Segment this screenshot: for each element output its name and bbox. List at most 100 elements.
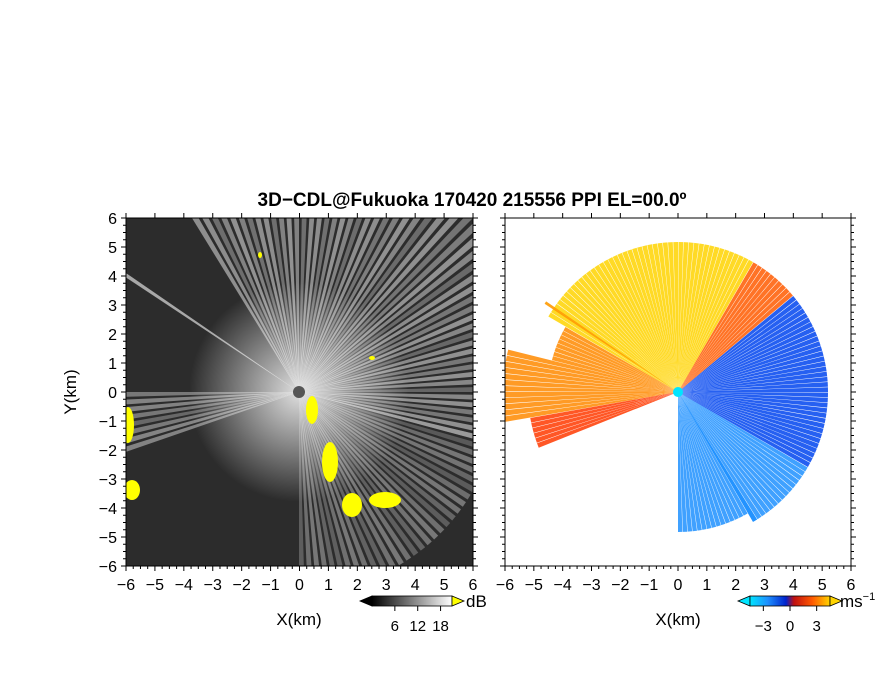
velocity-beam: [678, 392, 702, 531]
velocity-x-tick-label: −2: [611, 577, 629, 594]
velocity-beam: [678, 392, 698, 532]
reflectivity-x-axis-label: X(km): [276, 610, 321, 629]
velocity-x-tick-label: 5: [818, 577, 827, 594]
velocity-beam: [678, 295, 797, 392]
reflectivity-flag-blob: [369, 356, 375, 360]
reflectivity-x-tick-label: 0: [295, 577, 304, 594]
reflectivity-beam: [299, 392, 473, 439]
velocity-beam: [581, 273, 678, 392]
reflectivity-y-tick-label: 5: [108, 240, 117, 257]
reflectivity-flag-blob: [258, 252, 262, 258]
velocity-beam: [678, 270, 771, 392]
velocity-beam: [678, 382, 828, 392]
reflectivity-flag-blob: [322, 442, 338, 482]
velocity-axes: −6 −5 −4 −3 −2 −1 0 1 2 3 4 5 6: [496, 213, 856, 594]
velocity-x-tick-label: 3: [760, 577, 769, 594]
velocity-beam: [608, 257, 678, 392]
velocity-beam: [561, 330, 678, 392]
velocity-beam: [678, 262, 758, 392]
reflectivity-x-tick-label: 4: [411, 577, 420, 594]
velocity-beam: [637, 246, 678, 392]
reflectivity-y-tick-label: 1: [108, 356, 117, 373]
velocity-colorbar-tick-label: 3: [812, 618, 820, 635]
radar-center-marker-velocity: [673, 387, 683, 397]
velocity-beam: [678, 392, 778, 507]
velocity-beam: [678, 392, 775, 511]
reflectivity-y-tick-label: −3: [99, 472, 117, 489]
velocity-beam: [678, 255, 744, 392]
velocity-beam: [678, 392, 828, 398]
velocity-beam: [678, 392, 815, 458]
velocity-beam: [678, 245, 715, 392]
velocity-beam: [678, 392, 721, 527]
velocity-beam: [657, 242, 678, 392]
velocity-beam: [574, 280, 678, 392]
reflectivity-flag-blob: [306, 396, 318, 424]
velocity-beam: [578, 277, 678, 392]
velocity-beam: [554, 347, 678, 392]
reflectivity-y-tick-label: 4: [108, 269, 117, 286]
velocity-beam: [603, 259, 678, 392]
velocity-beam: [678, 331, 818, 392]
velocity-beam: [678, 392, 828, 408]
velocity-x-tick-label: −1: [640, 577, 658, 594]
velocity-beam: [678, 392, 790, 497]
velocity-beam: [617, 252, 678, 392]
db-colorbar-ticks: 6 12 18: [391, 606, 449, 635]
velocity-colorbar-unit-exponent: −1: [863, 591, 876, 603]
chart-title: 3D−CDL@Fukuoka 170420 215556 PPI EL=00.0…: [258, 190, 687, 211]
velocity-beam: [678, 392, 803, 481]
velocity-beam: [548, 312, 678, 392]
velocity-beam: [678, 267, 767, 392]
velocity-beam: [678, 312, 808, 392]
velocity-x-tick-label: 0: [674, 577, 683, 594]
velocity-x-tick-label: −3: [582, 577, 600, 594]
velocity-beam: [678, 284, 786, 392]
velocity-beam: [555, 343, 678, 392]
velocity-beam: [678, 392, 683, 532]
velocity-beam: [678, 242, 699, 392]
velocity-beam: [678, 351, 824, 392]
velocity-beam: [678, 247, 725, 392]
velocity-x-tick-label: 6: [847, 577, 856, 594]
velocity-beam: [678, 371, 828, 392]
velocity-beam: [553, 303, 678, 392]
velocity-beam: [556, 299, 678, 392]
velocity-x-tick-label: 1: [702, 577, 711, 594]
velocity-beam: [678, 346, 823, 392]
velocity-beam: [678, 392, 821, 444]
velocity-colorbar-tick-label: −3: [755, 618, 772, 635]
velocity-beam: [678, 387, 828, 392]
reflectivity-panel: −6−6 −5 −5 −4 −4 −3 −3 −2 −2 −1 −1 0 0 1 1 2 2 3 3 4 4 5 5 6 6 X…: [61, 211, 478, 629]
velocity-beam: [678, 277, 779, 392]
velocity-beam: [678, 392, 796, 489]
velocity-beam: [533, 392, 678, 438]
velocity-beam: [570, 284, 678, 392]
velocity-beam: [530, 392, 678, 423]
velocity-beam: [678, 356, 825, 392]
velocity-beam: [678, 300, 800, 392]
velocity-beam: [678, 361, 826, 392]
velocity-beam: [678, 274, 775, 392]
velocity-beam: [678, 322, 813, 392]
reflectivity-flag-blob: [126, 480, 140, 500]
velocity-beam: [505, 392, 678, 422]
velocity-beam: [505, 379, 678, 392]
velocity-beam: [678, 392, 819, 449]
reflectivity-x-tick-label: −2: [233, 577, 251, 594]
velocity-colorbar-low-arrow: [736, 595, 751, 607]
reflectivity-y-axis-label: Y(km): [61, 369, 80, 414]
velocity-beam: [678, 317, 811, 392]
velocity-beam: [557, 339, 678, 392]
velocity-beam: [678, 392, 730, 524]
velocity-beam: [678, 308, 806, 392]
velocity-beam: [678, 326, 816, 392]
velocity-beam: [535, 392, 678, 443]
velocity-beam: [563, 291, 678, 392]
velocity-beam: [678, 376, 828, 392]
velocity-panel: −6 −5 −4 −3 −2 −1 0 1 2 3 4 5 6 X(km): [496, 213, 856, 629]
velocity-beam: [678, 259, 753, 392]
velocity-beam: [678, 392, 808, 472]
velocity-beam: [678, 253, 740, 392]
velocity-beam: [537, 392, 678, 448]
